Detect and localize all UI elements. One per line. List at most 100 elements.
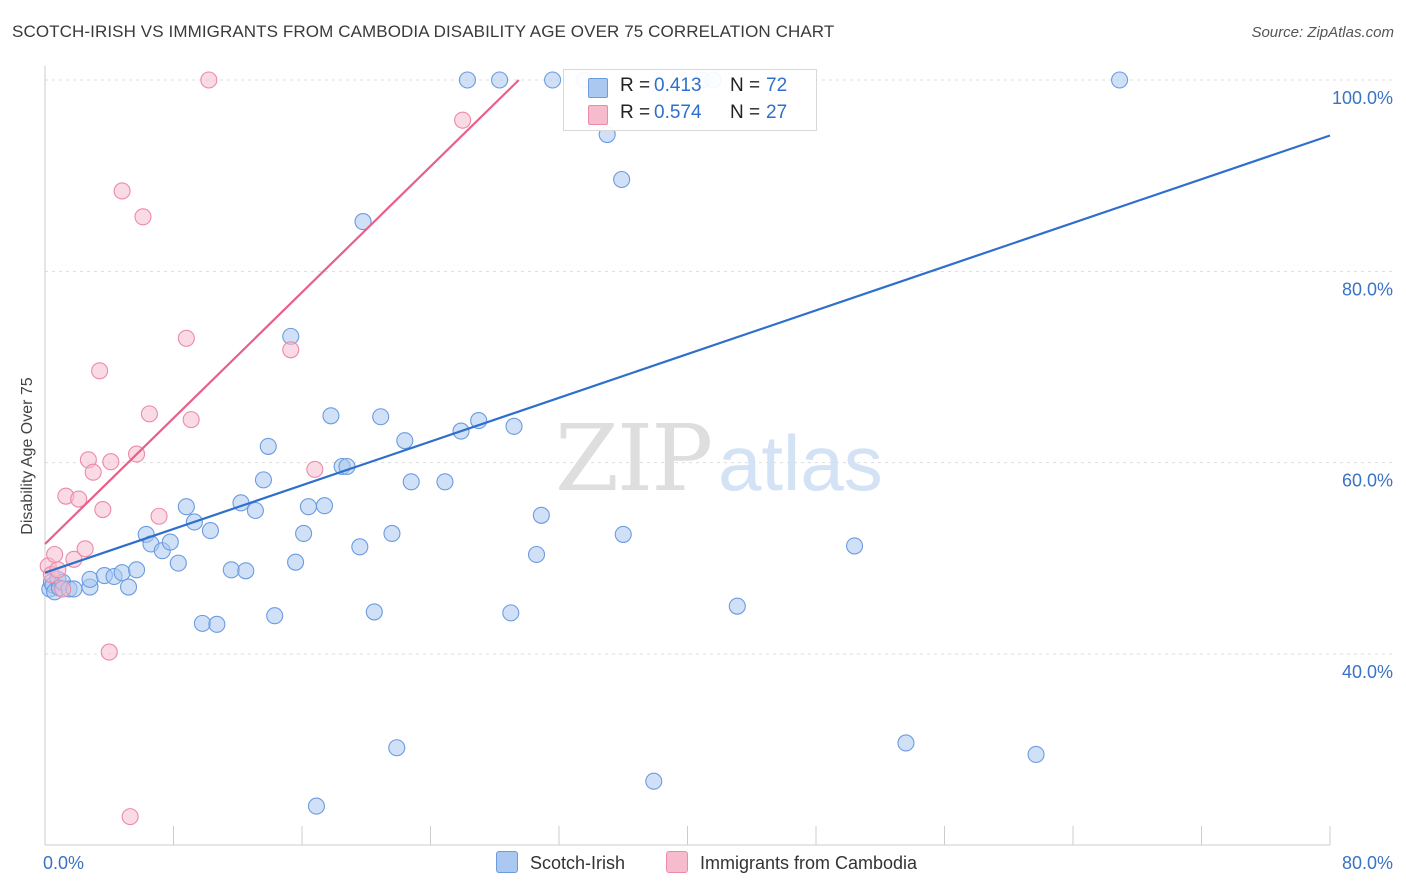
cambodia-point (54, 580, 72, 598)
watermark: ZIP atlas (555, 405, 883, 512)
scotch-irish-point (119, 578, 138, 596)
cambodia-point (84, 463, 102, 481)
y-tick-label: 40.0% (1342, 662, 1393, 682)
legend-n-value: 72 (766, 75, 788, 96)
bottom-legend-swatch-blue (496, 851, 518, 873)
trend-layer (44, 79, 1331, 574)
scotch-irish-point (169, 554, 187, 572)
bottom-legend-swatch-pink (666, 851, 688, 873)
scotch-irish-point (81, 570, 99, 588)
scotch-irish-point (201, 522, 219, 540)
watermark-atlas: atlas (718, 419, 883, 507)
bottom-legend-label: Scotch-Irish (530, 853, 626, 873)
cambodia-point (121, 808, 139, 826)
scotch-irish-point (299, 498, 317, 516)
cambodia-point (200, 71, 218, 89)
cambodia-point (306, 460, 324, 478)
scotch-irish-point (295, 524, 313, 543)
scotch-irish-point (527, 545, 546, 564)
scotch-irish-point (613, 170, 631, 189)
scotch-irish-point (177, 498, 195, 516)
legend-n-value: 27 (766, 102, 788, 123)
scotch-irish-point (388, 739, 406, 757)
cambodia-point (70, 490, 88, 508)
scotch-irish-point (372, 408, 390, 426)
legend-n-label: N = (730, 102, 761, 123)
tick-label-layer: 40.0% 60.0% 80.0% 100.0% 0.0% 80.0% (43, 88, 1393, 873)
scotch-irish-point (402, 473, 420, 491)
scotch-irish-point (1111, 71, 1129, 89)
scotch-irish-point (532, 506, 550, 524)
cambodia-point (91, 362, 109, 380)
scotch-irish-point (897, 734, 915, 752)
cambodia-point (76, 540, 94, 558)
scotch-irish-point (354, 213, 372, 231)
axes-layer (44, 66, 1331, 846)
scotch-irish-point (237, 562, 255, 580)
cambodia-point (134, 208, 152, 226)
scotch-irish-point (544, 71, 562, 89)
scotch-irish-point (259, 437, 277, 455)
points-layer (39, 71, 1129, 826)
scotch-irish-point (645, 772, 663, 790)
scotch-irish-point (458, 71, 476, 89)
legend-swatch-blue (588, 78, 608, 98)
x-tick-label: 80.0% (1342, 853, 1393, 873)
scotch-irish-point (505, 417, 523, 435)
scotch-irish-point (365, 603, 383, 621)
scotch-irish-point (396, 432, 414, 450)
scotch-irish-point (322, 407, 340, 425)
legend-r-label: R = (620, 102, 651, 123)
scotch-irish-point (161, 533, 179, 551)
scotch-irish-point (614, 525, 632, 543)
legend-r-value: 0.574 (654, 102, 702, 123)
cambodia-point (140, 405, 158, 423)
legend-r-value: 0.413 (654, 75, 702, 96)
scotch-irish-point (728, 597, 746, 615)
scotch-irish-point (502, 604, 520, 622)
scotch-irish-point (128, 561, 146, 579)
cambodia-trendline (44, 79, 520, 545)
scotch-irish-point (287, 553, 305, 571)
scotch-irish-point (266, 607, 284, 625)
cambodia-point (94, 500, 112, 519)
scotch-irish-point (491, 71, 509, 89)
cambodia-point (282, 341, 300, 359)
cambodia-point (182, 411, 200, 429)
scotch-irish-point (351, 538, 369, 556)
cambodia-point (177, 329, 195, 347)
watermark-zip: ZIP (555, 405, 711, 512)
scotch-irish-trendline (44, 134, 1331, 574)
stats-legend: R = 0.413 N = 72 R = 0.574 N = 27 (563, 69, 817, 131)
scotch-irish-point (315, 497, 334, 515)
scotch-irish-point (208, 615, 226, 633)
scotch-irish-point (254, 471, 273, 489)
bottom-legend-label: Immigrants from Cambodia (700, 853, 918, 873)
cambodia-point (454, 111, 472, 129)
cambodia-point (102, 453, 120, 471)
scotch-irish-point (1027, 745, 1045, 764)
x-tick-label: 0.0% (43, 853, 84, 873)
scotch-irish-point (113, 564, 131, 582)
scotch-irish-point (436, 473, 454, 491)
scotch-irish-point (246, 501, 264, 520)
cambodia-point (113, 182, 131, 200)
cambodia-point (46, 545, 64, 564)
y-tick-label: 80.0% (1342, 279, 1393, 299)
legend-swatch-pink (588, 105, 608, 125)
source-credit: Source: ZipAtlas.com (1251, 24, 1394, 41)
y-tick-label: 100.0% (1332, 88, 1393, 108)
scotch-irish-point (307, 797, 326, 815)
cambodia-point (150, 507, 168, 525)
legend-r-label: R = (620, 75, 651, 96)
chart-title: SCOTCH-IRISH VS IMMIGRANTS FROM CAMBODIA… (12, 22, 835, 41)
scotch-irish-point (222, 561, 240, 579)
scotch-irish-point (845, 537, 864, 555)
scotch-irish-point (193, 614, 211, 632)
bottom-legend-scotch-irish: Scotch-Irish (496, 851, 625, 874)
legend-n-label: N = (730, 75, 761, 96)
y-tick-label: 60.0% (1342, 471, 1393, 491)
bottom-legend-cambodia: Immigrants from Cambodia (666, 851, 917, 874)
scotch-irish-point (383, 524, 401, 543)
